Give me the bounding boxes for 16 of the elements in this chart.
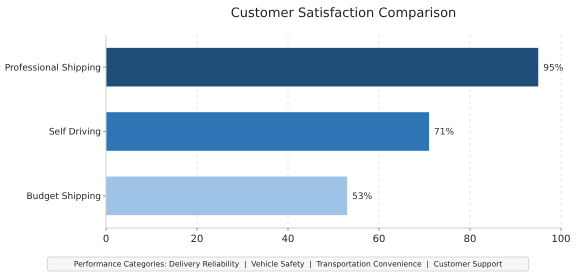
x-tick-label: 20 [190, 234, 204, 245]
chart-title: Customer Satisfaction Comparison [230, 6, 456, 21]
x-tick-label: 100 [551, 234, 571, 245]
x-tick-label: 80 [464, 234, 476, 245]
y-tick-label: Self Driving [48, 128, 101, 138]
x-tick-label: 40 [282, 234, 294, 245]
bar [106, 48, 538, 86]
y-tick-label: Budget Shipping [26, 192, 101, 202]
data-label: 71% [434, 128, 454, 138]
data-label: 53% [352, 192, 373, 202]
x-tick-label: 60 [372, 234, 386, 245]
x-tick-label: 0 [102, 234, 110, 245]
data-label: 95% [543, 63, 564, 74]
bar [106, 176, 348, 216]
bar [106, 112, 430, 151]
y-tick-label: Professional Shipping [4, 63, 101, 74]
